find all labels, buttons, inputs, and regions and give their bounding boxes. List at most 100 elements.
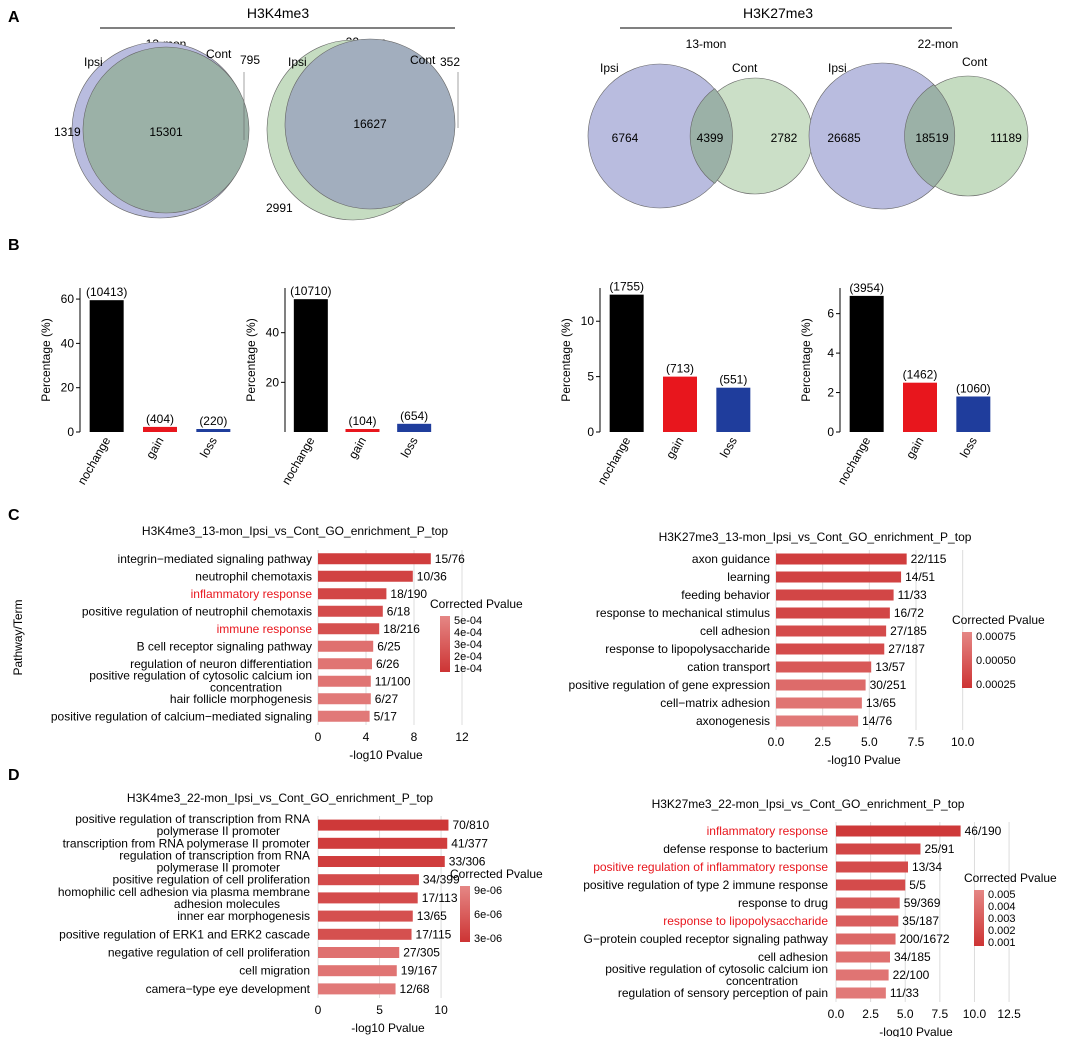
term-ratio: 13/65 <box>417 909 447 923</box>
term-bar <box>776 553 907 565</box>
x-tick-label: gain <box>143 435 166 462</box>
venn-h3k4me3-22mon: 22-mon Ipsi Cont 2991 16627 352 <box>266 35 460 221</box>
x-tick-label: 10 <box>434 1003 448 1017</box>
term-ratio: 13/34 <box>912 860 942 874</box>
x-tick-label: 8 <box>411 730 418 744</box>
x-tick-label: 5.0 <box>897 1007 914 1021</box>
y-tick-label: 40 <box>266 326 280 340</box>
legend-title: Corrected Pvalue <box>430 597 523 611</box>
term-ratio: 22/100 <box>893 968 930 982</box>
y-tick-label: 0 <box>587 425 594 439</box>
term-label: response to lipopolysaccharide <box>663 914 828 928</box>
term-bar <box>318 553 431 565</box>
legend-tick-label: 3e-06 <box>474 933 502 945</box>
term-label: regulation of neuron differentiation <box>130 657 312 671</box>
x-tick-label: 5 <box>376 1003 383 1017</box>
legend-tick-label: 5e-04 <box>454 615 482 627</box>
term-ratio: 18/216 <box>383 622 420 636</box>
venn-right-only-count: 2782 <box>771 131 798 145</box>
legend-tick-label: 0.00075 <box>976 631 1016 643</box>
term-ratio: 34/185 <box>894 950 931 964</box>
x-tick-label: 10.0 <box>963 1007 987 1021</box>
y-tick-label: 4 <box>827 346 834 360</box>
chart-title: H3K4me3_22-mon_Ipsi_vs_Cont_GO_enrichmen… <box>127 791 434 805</box>
term-ratio: 35/187 <box>902 914 939 928</box>
x-axis-title: -log10 Pvalue <box>351 1021 425 1035</box>
x-tick-label: gain <box>346 435 369 462</box>
bar-loss <box>397 423 432 432</box>
bar-nochange <box>293 299 328 432</box>
bar-gain <box>903 382 937 432</box>
term-ratio: 19/167 <box>401 964 438 978</box>
term-ratio: 46/190 <box>965 824 1002 838</box>
term-ratio: 34/399 <box>423 873 460 887</box>
bar-loss <box>196 429 231 432</box>
h3k27me3-header: H3K27me3 <box>743 5 813 21</box>
term-label: defense response to bacterium <box>663 842 828 856</box>
y-axis-title: Pathway/Term <box>11 599 25 675</box>
term-ratio: 22/115 <box>911 552 947 566</box>
term-label: feeding behavior <box>681 588 770 602</box>
venn-time-label: 13-mon <box>686 37 727 51</box>
term-label: negative regulation of cell proliferatio… <box>108 946 310 960</box>
venn-left-only-count: 26685 <box>827 131 861 145</box>
term-bar <box>318 605 383 617</box>
term-label: B cell receptor signaling pathway <box>137 639 312 653</box>
bar-count-label: (713) <box>666 362 694 376</box>
bar-nochange <box>609 294 644 432</box>
y-axis-title: Percentage (%) <box>559 318 573 401</box>
term-label: homophilic cell adhesion via plasma memb… <box>58 885 310 899</box>
x-tick-label: loss <box>957 435 980 460</box>
term-bar <box>776 625 887 637</box>
chart-title: H3K27me3_22-mon_Ipsi_vs_Cont_GO_enrichme… <box>652 797 965 811</box>
venn-left-set-label: Ipsi <box>288 55 307 69</box>
term-label: response to drug <box>738 896 828 910</box>
chart-title: H3K4me3_13-mon_Ipsi_vs_Cont_GO_enrichmen… <box>142 524 449 538</box>
go-chart-h3k27me3-22mon: H3K27me3_22-mon_Ipsi_vs_Cont_GO_enrichme… <box>583 797 1057 1037</box>
legend-colorbar <box>440 616 450 672</box>
legend-tick-label: 0.00025 <box>976 679 1016 691</box>
y-tick-label: 5 <box>587 370 594 384</box>
bar-count-label: (1462) <box>903 368 938 382</box>
go-chart-h3k27me3-13mon: H3K27me3_13-mon_Ipsi_vs_Cont_GO_enrichme… <box>569 530 1046 767</box>
term-label: cell adhesion <box>700 624 770 638</box>
venn-left-only-count: 2991 <box>266 201 293 215</box>
term-label: axon guidance <box>692 552 770 566</box>
term-label: positive regulation of inflammatory resp… <box>593 860 828 874</box>
venn-right-only-count: 11189 <box>990 131 1022 145</box>
term-bar <box>318 947 400 958</box>
x-tick-label: 10.0 <box>951 735 975 749</box>
term-label: positive regulation of cytosolic calcium… <box>89 668 312 682</box>
bar-nochange <box>89 300 124 432</box>
term-label: positive regulation of ERK1 and ERK2 cas… <box>59 927 310 941</box>
bar-gain <box>663 376 697 432</box>
term-label: cell adhesion <box>758 950 828 964</box>
term-label: cell−matrix adhesion <box>660 696 770 710</box>
venn-left-set-label: Ipsi <box>828 61 847 75</box>
x-tick-label: loss <box>398 435 421 460</box>
y-tick-label: 6 <box>827 307 834 321</box>
term-ratio: 27/185 <box>890 624 927 638</box>
venn-cont-circle <box>284 38 456 210</box>
term-label: regulation of sensory perception of pain <box>618 986 828 1000</box>
venn-right-set-label: Cont <box>206 47 232 61</box>
legend-title: Corrected Pvalue <box>952 613 1045 627</box>
x-tick-label: 4 <box>363 730 370 744</box>
term-label-cont: adhesion molecules <box>174 897 280 911</box>
term-label: positive regulation of neutrophil chemot… <box>82 604 312 618</box>
x-tick-label: 12 <box>455 730 469 744</box>
term-bar <box>776 697 862 709</box>
term-bar <box>776 661 872 673</box>
term-ratio: 11/33 <box>898 588 927 602</box>
term-label: positive regulation of cell proliferatio… <box>113 873 310 887</box>
term-bar <box>776 589 894 601</box>
term-label: response to mechanical stimulus <box>596 606 770 620</box>
term-bar <box>318 837 448 849</box>
panel-label-b: B <box>8 237 20 254</box>
bar-count-label: (404) <box>146 412 174 426</box>
term-bar <box>836 933 896 945</box>
term-label: inflammatory response <box>707 824 829 838</box>
y-axis-title: Percentage (%) <box>799 318 813 401</box>
term-bar <box>318 965 397 977</box>
venn-right-set-label: Cont <box>732 61 758 75</box>
